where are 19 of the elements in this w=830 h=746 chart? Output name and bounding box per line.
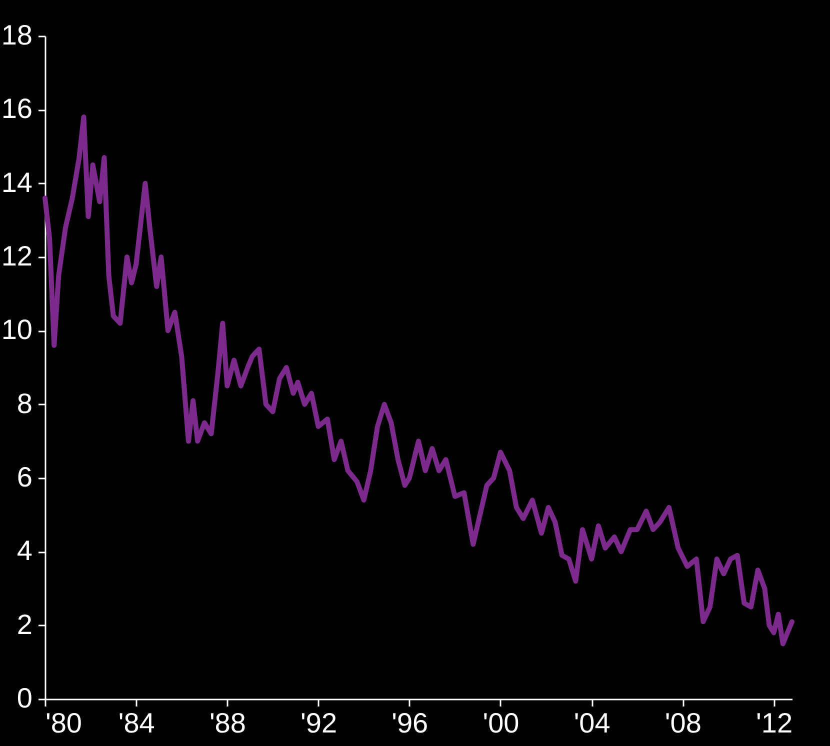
- y-tick-label: 12: [1, 240, 32, 272]
- y-tick-label: 16: [1, 93, 32, 124]
- x-tick-label: '88: [209, 708, 246, 738]
- x-tick-label: '96: [392, 708, 428, 738]
- y-tick-label: 10: [1, 314, 32, 346]
- y-tick-label: 6: [16, 462, 32, 492]
- y-tick-label: 0: [16, 682, 32, 714]
- y-tick-label: 14: [1, 166, 32, 198]
- y-tick-label: 4: [16, 535, 32, 566]
- x-tick-label: '12: [756, 708, 793, 738]
- x-tick-label: '00: [482, 708, 520, 738]
- y-tick-label: 8: [16, 388, 32, 419]
- y-tick-label: 2: [16, 608, 32, 640]
- x-tick-label: '84: [118, 708, 155, 738]
- x-tick-label: '80: [46, 708, 82, 738]
- x-tick-label: '08: [664, 708, 702, 738]
- x-tick-label: '92: [300, 708, 338, 738]
- x-tick-label: '04: [574, 708, 610, 738]
- y-tick-label: 18: [1, 20, 32, 50]
